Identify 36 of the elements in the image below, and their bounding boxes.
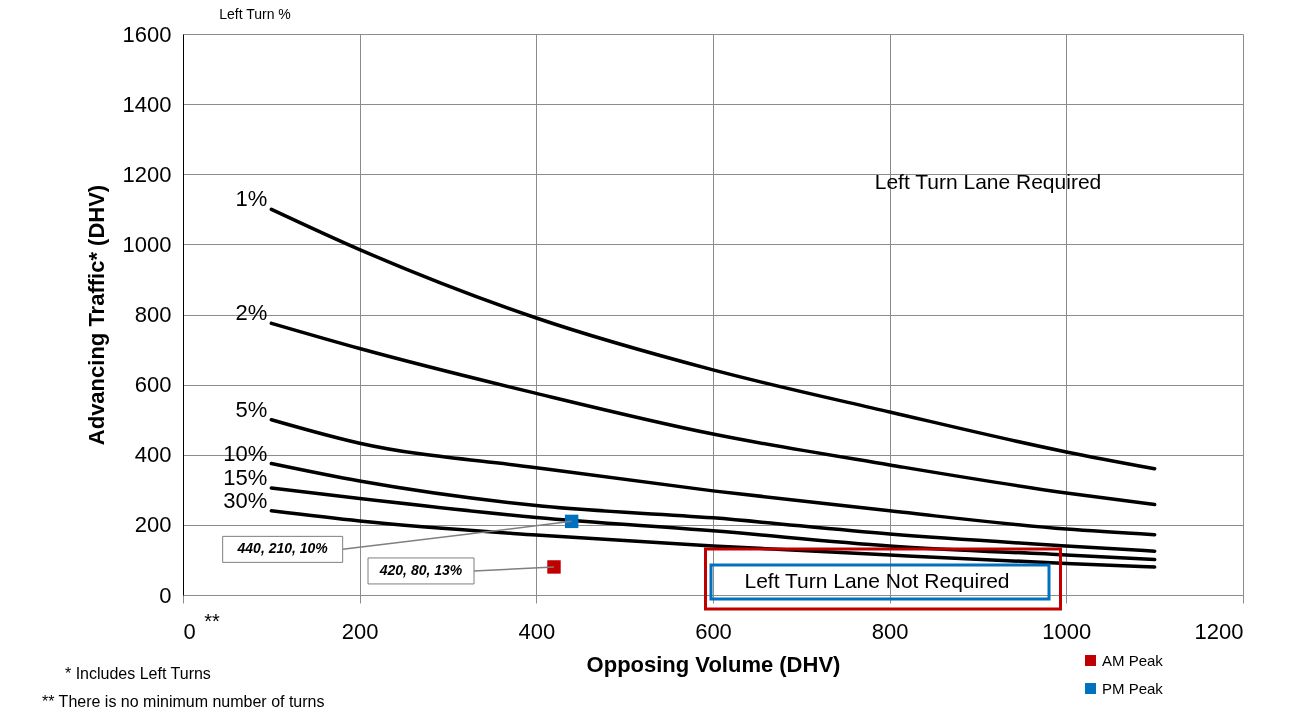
y-tick-label: 1600	[122, 21, 172, 47]
text: ** There is no minimum number of turns	[42, 693, 325, 710]
y-tick-label: 1400	[122, 91, 172, 117]
series-label: 10%	[223, 440, 268, 466]
annotation: 440, 210, 10%	[236, 540, 329, 557]
annotation: Left Turn Lane Required	[874, 170, 1102, 193]
legend-label: AM Peak	[1102, 651, 1164, 669]
series-label: 2%	[235, 300, 268, 326]
line-series	[269, 417, 1157, 537]
text: Left Turn %	[219, 6, 291, 22]
y-tick-label: 1000	[122, 231, 172, 257]
annotation: Left Turn Lane Not Required	[744, 569, 1010, 592]
y-tick-label: 400	[134, 442, 172, 468]
y-tick-label: 1200	[122, 161, 172, 187]
annotation: 420, 80, 13%	[378, 561, 463, 578]
x-axis-title: Opposing Volume (DHV)	[586, 651, 841, 677]
y-tick-label: 800	[134, 302, 172, 327]
line-series	[269, 486, 1157, 562]
y-tick-label: 600	[134, 372, 172, 398]
x-tick-label: 1200	[1194, 618, 1244, 644]
x-tick-label: 1000	[1042, 618, 1092, 644]
legend-label: PM Peak	[1102, 679, 1164, 697]
line-series	[269, 207, 1157, 471]
series-label: 5%	[235, 396, 268, 422]
y-axis-title: Advancing Traffic* (DHV)	[83, 184, 109, 446]
series-label: 1%	[235, 186, 268, 212]
text: **	[204, 610, 220, 632]
text: * Includes Left Turns	[65, 665, 211, 682]
x-tick-label: 0	[183, 618, 196, 644]
y-tick-label: 0	[159, 582, 172, 608]
x-tick-label: 600	[695, 618, 732, 644]
x-tick-label: 200	[341, 618, 379, 644]
line-series	[269, 321, 1157, 507]
x-tick-label: 400	[518, 618, 556, 644]
y-tick-label: 200	[134, 512, 172, 538]
x-tick-label: 800	[871, 618, 909, 644]
